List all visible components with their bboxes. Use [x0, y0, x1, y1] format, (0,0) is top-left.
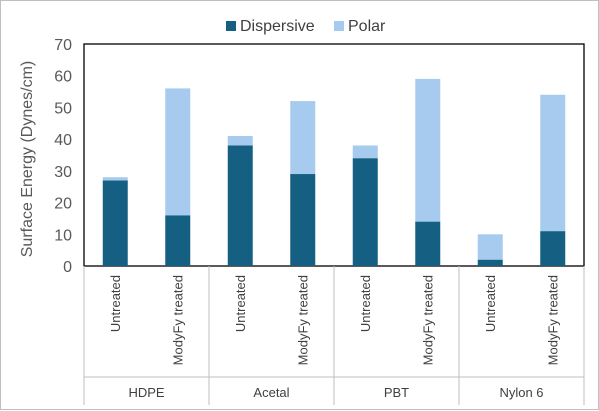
- bar-polar-5: [415, 78, 441, 222]
- bar-polar-6: [477, 234, 503, 260]
- legend-label: Polar: [348, 18, 386, 35]
- x-tick-label: Untreated: [108, 275, 123, 332]
- bar-polar-4: [352, 145, 378, 159]
- x-tick-label: Untreated: [358, 275, 373, 332]
- group-label: Nylon 6: [499, 385, 543, 400]
- y-tick-label: 70: [54, 37, 72, 54]
- x-tick-label: Untreated: [233, 275, 248, 332]
- x-tick-label: ModyFy treated: [295, 275, 310, 365]
- y-tick-label: 10: [54, 227, 72, 244]
- bar-dispersive-7: [540, 231, 566, 266]
- group-label: PBT: [384, 385, 409, 400]
- x-tick-label: Untreated: [483, 275, 498, 332]
- y-axis-title: Surface Energy (Dynes/cm): [19, 61, 36, 258]
- bar-dispersive-0: [102, 180, 128, 266]
- x-tick-label: ModyFy treated: [170, 275, 185, 365]
- bar-polar-1: [165, 88, 191, 216]
- bar-dispersive-6: [477, 259, 503, 266]
- bar-dispersive-3: [290, 174, 316, 266]
- bar-dispersive-1: [165, 215, 191, 266]
- legend-label: Dispersive: [240, 18, 315, 35]
- bar-polar-3: [290, 101, 316, 175]
- plot-area-border: [83, 43, 585, 267]
- y-tick-label: 30: [54, 164, 72, 181]
- group-label: Acetal: [253, 385, 289, 400]
- bar-polar-7: [540, 94, 566, 232]
- legend-swatch: [226, 21, 236, 31]
- y-tick-label: 60: [54, 69, 72, 86]
- legend-swatch: [334, 21, 344, 31]
- x-tick-label: ModyFy treated: [420, 275, 435, 365]
- y-tick-label: 40: [54, 132, 72, 149]
- y-tick-label: 0: [63, 259, 72, 276]
- group-label: HDPE: [128, 385, 164, 400]
- bar-dispersive-4: [352, 158, 378, 266]
- x-tick-label: ModyFy treated: [545, 275, 560, 365]
- bar-polar-0: [102, 177, 128, 181]
- bar-polar-2: [227, 135, 253, 146]
- bar-dispersive-2: [227, 145, 253, 266]
- y-tick-label: 20: [54, 196, 72, 213]
- y-tick-label: 50: [54, 100, 72, 117]
- bar-dispersive-5: [415, 221, 441, 266]
